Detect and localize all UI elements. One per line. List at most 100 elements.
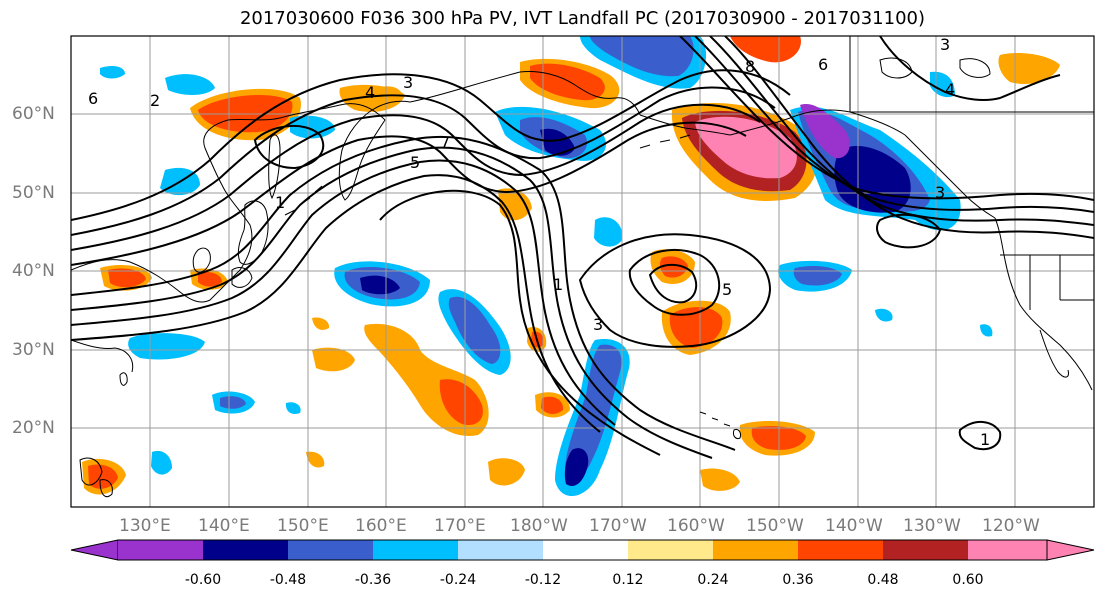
- colorbar-tick-label: -0.24: [439, 572, 477, 588]
- shade-dateline-negative-mid: [565, 344, 622, 479]
- coast-alaska-west: [519, 71, 641, 116]
- contour-value-labels: 1 2 3 4 5 6 7 8 1 3 5 3 6 4 1 3: [88, 35, 990, 449]
- lon-label-120w: 120°W: [982, 516, 1040, 536]
- shade-positive-a-core: [669, 307, 723, 348]
- colorbar-bin: [118, 540, 203, 560]
- shade-diagonal-negative-core: [448, 296, 501, 364]
- contour-label: 1: [275, 193, 285, 212]
- contour-alaska-1: [679, 36, 1094, 201]
- colorbar-bin: [373, 540, 458, 560]
- coast-canada-north: [849, 36, 1094, 113]
- colorbar-outline: [118, 539, 1047, 561]
- colorbar-tick-label: -0.12: [524, 572, 562, 588]
- shade-central-negative-core: [360, 275, 400, 295]
- coast-us-west: [994, 217, 1093, 391]
- coast-sakhalin: [268, 134, 281, 200]
- lon-label-130w: 130°W: [903, 516, 961, 536]
- colorbar-bin: [883, 540, 968, 560]
- contour-north-2: [71, 86, 776, 236]
- map-frame: [70, 35, 1095, 508]
- lat-label-30n: 30°N: [12, 340, 55, 360]
- coast-aleutians: [639, 114, 731, 149]
- coast-china-south: [71, 339, 134, 373]
- shade-siberia-negative-b: [100, 66, 125, 79]
- shade-arctic-positive: [730, 36, 801, 63]
- shade-positive-i-core: [108, 268, 146, 288]
- shade-positive-e: [312, 347, 355, 372]
- contour-label: 2: [150, 91, 160, 110]
- contour-alaska-4: [724, 36, 1094, 239]
- coast-asia-mainland: [71, 103, 386, 303]
- colorbar-tick-label: -0.48: [269, 572, 307, 588]
- shade-small-negative: [151, 450, 172, 475]
- contour-north-3: [71, 103, 761, 251]
- shade-negative-max: [800, 104, 850, 159]
- colorbar-tick-label: -0.60: [184, 572, 222, 588]
- shade-positive-m: [998, 53, 1060, 85]
- contour-jet-3: [71, 159, 616, 426]
- coast-siberia-north: [409, 71, 521, 103]
- coast-japan: [237, 200, 269, 265]
- contour-label: 7: [440, 133, 450, 152]
- lon-label-130e: 130°E: [119, 516, 171, 536]
- contour-label: 4: [945, 80, 955, 99]
- colorbar-tick-label: 0.36: [782, 572, 814, 588]
- contour-east-innermost: [648, 263, 698, 304]
- coast-taiwan: [119, 372, 128, 386]
- colorbar-bin: [543, 540, 628, 560]
- colorbar-tick-label: 0.48: [867, 572, 899, 588]
- contour-label: 3: [940, 35, 950, 54]
- lon-label-170e: 170°E: [434, 516, 486, 536]
- us-state-borders: [1000, 254, 1094, 310]
- shade-small-negative-e: [980, 324, 993, 337]
- contour-loop-5: [379, 189, 661, 456]
- contour-label: 6: [818, 55, 828, 74]
- contour-north-4: [71, 121, 747, 266]
- shade-subtrop-positive-core: [439, 379, 483, 426]
- shade-alaska-negative-max: [540, 128, 575, 156]
- contour-label: 1: [553, 275, 563, 294]
- lon-label-160e: 160°E: [355, 516, 407, 536]
- colorbar-bin: [798, 540, 883, 560]
- contour-label: 5: [722, 280, 732, 299]
- shade-positive-n: [312, 317, 330, 330]
- coast-bc: [904, 134, 996, 219]
- coastlines: [71, 36, 1094, 498]
- colorbar-extend-high: [1046, 539, 1095, 561]
- shade-bering-negative-core: [590, 36, 694, 77]
- colorbar-bin: [713, 540, 798, 560]
- colorbar-bin: [628, 540, 713, 560]
- coast-alaska-south: [729, 109, 906, 136]
- lon-label-160w: 160°W: [667, 516, 725, 536]
- contour-gulf-loop: [876, 213, 942, 249]
- lon-label-150w: 150°W: [746, 516, 804, 536]
- shade-positive-d: [498, 188, 532, 221]
- contour-north-1: [71, 69, 791, 221]
- shade-small-negative-b: [285, 402, 301, 414]
- colorbar-bin: [458, 540, 543, 560]
- shade-dateline-negative-core: [564, 448, 589, 486]
- contour-east-loop: [578, 233, 772, 348]
- lon-label-140w: 140°W: [825, 516, 883, 536]
- coast-kamchatka: [338, 100, 411, 201]
- colorbar: [70, 539, 1095, 561]
- map-title: 2017030600 F036 300 hPa PV, IVT Landfall…: [239, 8, 926, 29]
- shade-positive-l: [700, 468, 740, 491]
- colorbar-tick-label: 0.12: [612, 572, 644, 588]
- shade-positive-o: [306, 451, 325, 468]
- contour-jet-4: [71, 174, 601, 433]
- colorbar-tick-label: -0.36: [354, 572, 392, 588]
- contour-northeast: [879, 36, 1061, 101]
- colorbar-tick-label: 0.60: [952, 572, 984, 588]
- contour-label: 8: [745, 57, 755, 76]
- shade-gulf-negative: [594, 217, 623, 247]
- graticule: [71, 36, 1094, 507]
- coast-baja: [1039, 329, 1069, 378]
- contour-alaska-3: [709, 36, 1094, 226]
- contour-label: 5: [410, 153, 420, 172]
- colorbar-bin: [288, 540, 373, 560]
- lat-label-20n: 20°N: [12, 418, 55, 438]
- lat-label-50n: 50°N: [12, 183, 55, 203]
- coast-philippines: [79, 457, 113, 498]
